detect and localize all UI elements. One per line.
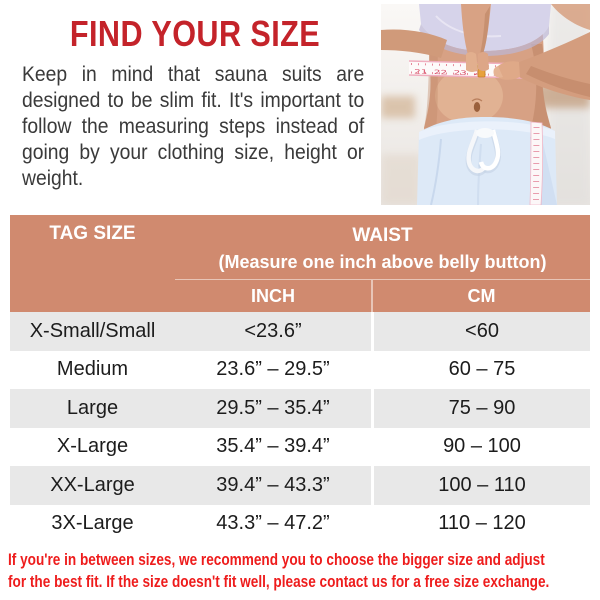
cm-range-cell: <60 — [371, 312, 590, 351]
cm-range-cell: 60 – 75 — [371, 350, 590, 389]
table-row: 3X-Large 43.3” – 47.2” 110 – 120 — [10, 504, 590, 543]
header-spacer — [10, 279, 175, 312]
tag-size-cell: X-Large — [56, 435, 129, 458]
size-chart-table: TAG SIZE WAIST (Measure one inch above b… — [10, 215, 590, 543]
waist-group-header: WAIST (Measure one inch above belly butt… — [175, 215, 590, 279]
inch-range-cell: 39.4” – 43.3” — [216, 473, 330, 496]
inch-range-cell: <23.6” — [244, 319, 302, 342]
cm-range-cell: 90 – 100 — [371, 427, 590, 466]
table-row: X-Small/Small <23.6” <60 — [10, 312, 590, 351]
tag-size-cell: XX-Large — [50, 473, 135, 496]
waist-label: WAIST — [352, 225, 413, 246]
inch-range-cell: 35.4” – 39.4” — [216, 435, 330, 458]
tag-size-cell: 3X-Large — [51, 512, 134, 535]
cm-range-cell: 100 – 110 — [371, 466, 590, 505]
sizing-advice-note: If you're in between sizes, we recommend… — [8, 549, 600, 593]
tag-size-cell: Large — [66, 396, 119, 419]
page-title: FIND YOUR SIZE — [69, 13, 321, 54]
table-row: XX-Large 39.4” – 43.3” 100 – 110 — [10, 466, 590, 505]
inch-column-header: INCH — [175, 279, 371, 312]
cm-range-cell: 75 – 90 — [371, 389, 590, 428]
inch-range-cell: 23.6” – 29.5” — [216, 358, 330, 381]
waist-subheader: (Measure one inch above belly button) — [218, 252, 547, 272]
inch-range-cell: 43.3” – 47.2” — [216, 512, 330, 535]
waist-measurement-photo: 21 22 23 24 25 26 — [381, 4, 590, 205]
sizing-advice-line-2: for the best fit. If the size doesn't fi… — [8, 572, 550, 591]
intro-paragraph: Keep in mind that sauna suits are design… — [22, 63, 365, 190]
tag-size-cell: Medium — [56, 358, 129, 381]
tag-size-cell: X-Small/Small — [29, 319, 156, 342]
cm-column-header: CM — [371, 279, 590, 312]
table-row: X-Large 35.4” – 39.4” 90 – 100 — [10, 427, 590, 466]
sizing-advice-line-1: If you're in between sizes, we recommend… — [8, 550, 545, 569]
tape-measure-numbers: 21 22 23 24 25 26 — [414, 69, 527, 79]
cm-range-cell: 110 – 120 — [371, 504, 590, 543]
waist-measurement-illustration: 21 22 23 24 25 26 — [381, 4, 590, 205]
inch-range-cell: 29.5” – 35.4” — [216, 396, 330, 419]
table-body: X-Small/Small <23.6” <60 Medium 23.6” – … — [10, 312, 590, 543]
table-header: TAG SIZE WAIST (Measure one inch above b… — [10, 215, 590, 312]
table-row: Medium 23.6” – 29.5” 60 – 75 — [10, 350, 590, 389]
tag-size-column-header: TAG SIZE — [49, 223, 136, 244]
table-row: Large 29.5” – 35.4” 75 – 90 — [10, 389, 590, 428]
